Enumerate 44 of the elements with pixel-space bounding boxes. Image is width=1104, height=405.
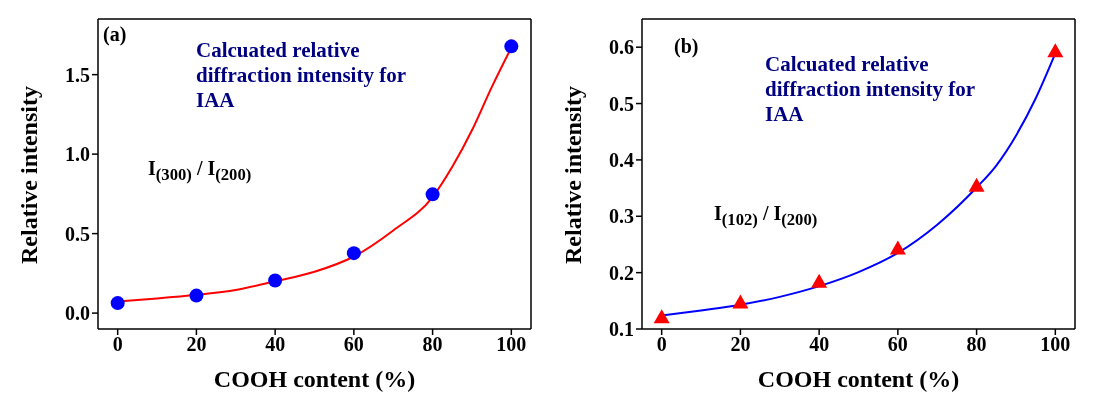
annotation: Calcuated relative diffraction intensity for IAA <box>196 38 407 114</box>
point <box>732 294 749 309</box>
x-tick-label: 100 <box>496 333 527 356</box>
y-tick-label: 0.3 <box>609 205 634 228</box>
point <box>189 288 204 303</box>
x-tick-label: 80 <box>422 333 443 356</box>
x-tick-label: 40 <box>265 333 286 356</box>
y-axis-title: Relative intensity <box>15 86 42 264</box>
y-tick-label: 0.5 <box>609 92 634 115</box>
point <box>968 177 985 192</box>
annotation: I$_{(102)}$ / I$_{(200)}$ <box>714 201 819 230</box>
x-tick-label: 60 <box>887 333 908 356</box>
annotation: (b) <box>674 34 700 58</box>
y-tick-label: 1.0 <box>65 143 90 166</box>
x-tick-label: 20 <box>730 333 751 356</box>
x-tick-label: 80 <box>966 333 987 356</box>
x-tick-label: 20 <box>186 333 207 356</box>
annotation: (a) <box>103 22 128 46</box>
point <box>268 273 283 288</box>
point <box>346 246 361 261</box>
point <box>653 309 670 324</box>
x-tick-label: 40 <box>809 333 830 356</box>
y-tick-label: 1.5 <box>65 63 90 86</box>
y-tick-label: 0.1 <box>609 318 634 341</box>
x-tick-label: 0 <box>112 333 123 356</box>
point <box>110 296 125 311</box>
y-tick-label: 0.4 <box>609 149 634 172</box>
x-tick-label: 100 <box>1040 333 1071 356</box>
x-axis-title: COOH content (%) <box>213 366 416 392</box>
annotation: I$_{(300)}$ / I$_{(200)}$ <box>148 156 253 185</box>
x-tick-label: 60 <box>343 333 364 356</box>
y-axis-title: Relative intensity <box>559 86 586 264</box>
point <box>504 39 519 54</box>
annotation: Calcuated relative diffraction intensity for IAA <box>765 52 976 128</box>
point <box>425 187 440 202</box>
y-tick-label: 0.5 <box>65 222 90 245</box>
x-axis-title: COOH content (%) <box>757 366 960 392</box>
y-tick-label: 0.6 <box>609 36 634 59</box>
point <box>811 273 828 288</box>
y-tick-label: 0.2 <box>609 261 634 284</box>
point <box>1047 43 1064 58</box>
point <box>889 240 906 255</box>
x-tick-label: 0 <box>656 333 667 356</box>
y-tick-label: 0.0 <box>65 302 90 325</box>
